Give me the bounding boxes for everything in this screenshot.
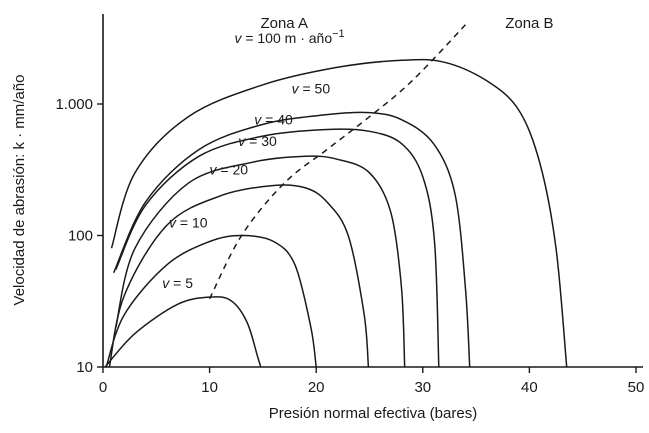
curve-label-value: = 40	[261, 111, 293, 127]
curve-label: v = 50	[292, 81, 331, 97]
y-tick-label: 100	[68, 228, 93, 245]
x-tick-label: 20	[308, 379, 325, 396]
y-axis-title: Velocidad de abrasión: k · mm/año	[11, 75, 28, 306]
x-tick-label: 50	[628, 379, 645, 396]
curve-label-variable: v	[238, 133, 246, 149]
curve-labels: v = 100 m · año−1v = 50v = 40v = 30v = 2…	[162, 28, 344, 291]
tick-labels: 0 10 20 30 40 50 10 100 1.000	[55, 96, 644, 396]
series-line	[104, 296, 262, 368]
y-tick-label: 10	[76, 359, 93, 376]
y-tick-label: 1.000	[55, 96, 93, 113]
series-line	[113, 111, 471, 368]
curve-label-exponent: −1	[332, 28, 345, 40]
series-line	[105, 234, 317, 368]
curve-label: v = 100 m · año−1	[234, 28, 344, 46]
x-tick-label: 0	[99, 379, 107, 396]
curve-label: v = 5	[162, 275, 193, 291]
series-line	[108, 184, 370, 368]
curve-label-value: = 20	[217, 162, 249, 178]
x-tick-label: 30	[414, 379, 431, 396]
axes	[102, 14, 643, 368]
curve-label-value: = 5	[169, 275, 193, 291]
zone-labels: Zona A Zona B	[260, 15, 553, 32]
series-curves	[104, 58, 568, 368]
zone-boundary-line	[208, 24, 466, 300]
curve-label-value: = 30	[245, 133, 277, 149]
curve-label: v = 30	[238, 133, 277, 149]
curve-label-value: = 10	[176, 215, 208, 231]
zone-label: Zona B	[505, 15, 553, 32]
series-line	[115, 128, 440, 368]
curve-label: v = 20	[210, 162, 249, 178]
x-tick-label: 10	[201, 379, 218, 396]
zone-boundary	[208, 24, 466, 300]
curve-label-variable: v	[254, 111, 262, 127]
curve-label-value: = 100 m · año	[241, 30, 332, 46]
series-line	[110, 58, 568, 368]
curve-label-variable: v	[162, 275, 170, 291]
curve-label-value: = 50	[299, 81, 331, 97]
x-tick-label: 40	[521, 379, 538, 396]
curve-label: v = 40	[254, 111, 293, 127]
x-axis-title: Presión normal efectiva (bares)	[269, 405, 477, 422]
curve-label-variable: v	[292, 81, 300, 97]
tick-marks	[97, 103, 637, 373]
zone-label: Zona A	[260, 15, 308, 32]
curve-label: v = 10	[169, 215, 208, 231]
curve-label-variable: v	[210, 162, 218, 178]
curve-label-variable: v	[234, 30, 242, 46]
curve-label-variable: v	[169, 215, 177, 231]
